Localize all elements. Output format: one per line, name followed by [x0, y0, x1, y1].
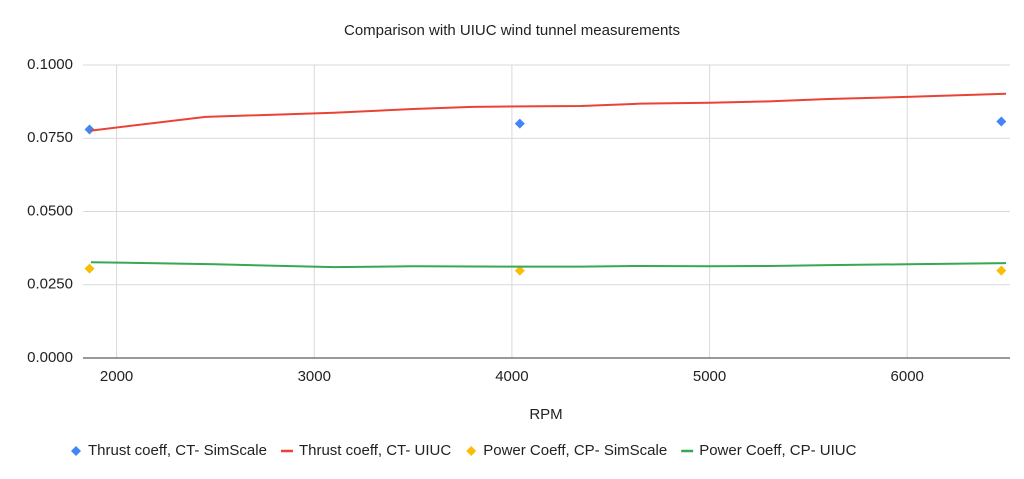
- legend-label: Power Coeff, CP- SimScale: [483, 442, 667, 459]
- data-point: [84, 124, 95, 135]
- y-tick-label: 0.0500: [27, 202, 73, 219]
- series-line: [90, 92, 1007, 132]
- x-axis-label: RPM: [529, 406, 562, 423]
- y-tick-label: 0.0000: [27, 349, 73, 366]
- y-tick-label: 0.0250: [27, 276, 73, 293]
- y-tick-label: 0.1000: [27, 56, 73, 73]
- data-point: [84, 263, 95, 274]
- series-line: [90, 261, 1007, 269]
- y-tick-label: 0.0750: [27, 129, 73, 146]
- data-point: [514, 118, 525, 129]
- legend-marker: [466, 446, 477, 456]
- x-tick-label: 4000: [495, 368, 528, 385]
- chart-title: Comparison with UIUC wind tunnel measure…: [344, 22, 680, 39]
- data-point: [996, 116, 1007, 127]
- x-tick-label: 6000: [891, 368, 924, 385]
- x-tick-label: 2000: [100, 368, 133, 385]
- legend-label: Power Coeff, CP- UIUC: [699, 442, 856, 459]
- x-tick-label: 3000: [298, 368, 331, 385]
- legend-marker: [71, 446, 81, 456]
- x-tick-label: 5000: [693, 368, 726, 385]
- legend-label: Thrust coeff, CT- UIUC: [299, 442, 451, 459]
- data-point: [996, 265, 1007, 276]
- legend-label: Thrust coeff, CT- SimScale: [88, 442, 267, 459]
- data-point: [514, 265, 525, 276]
